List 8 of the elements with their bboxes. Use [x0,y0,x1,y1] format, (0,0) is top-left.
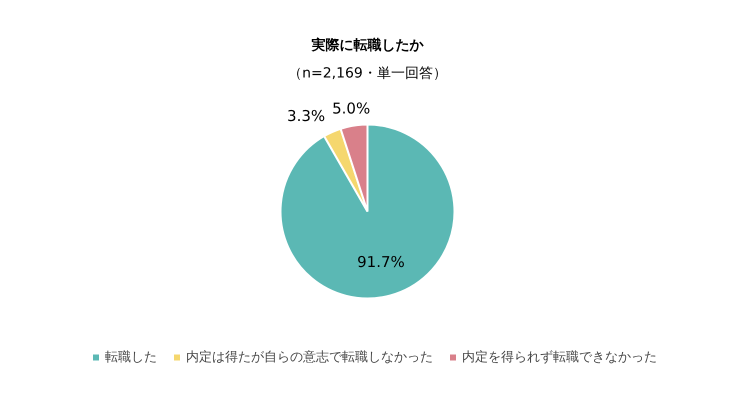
chart-title: 実際に転職したか [312,36,424,54]
data-label: 91.7% [357,252,405,271]
legend-label: 内定を得られず転職できなかった [462,349,657,366]
data-label: 3.3% [287,107,326,126]
chart-subtitle: （n=2,169・単一回答） [288,66,447,82]
legend-label: 転職した [105,349,157,366]
data-label: 5.0% [332,99,370,118]
legend-label: 内定は得たが自らの意志で転職しなかった [186,349,433,366]
